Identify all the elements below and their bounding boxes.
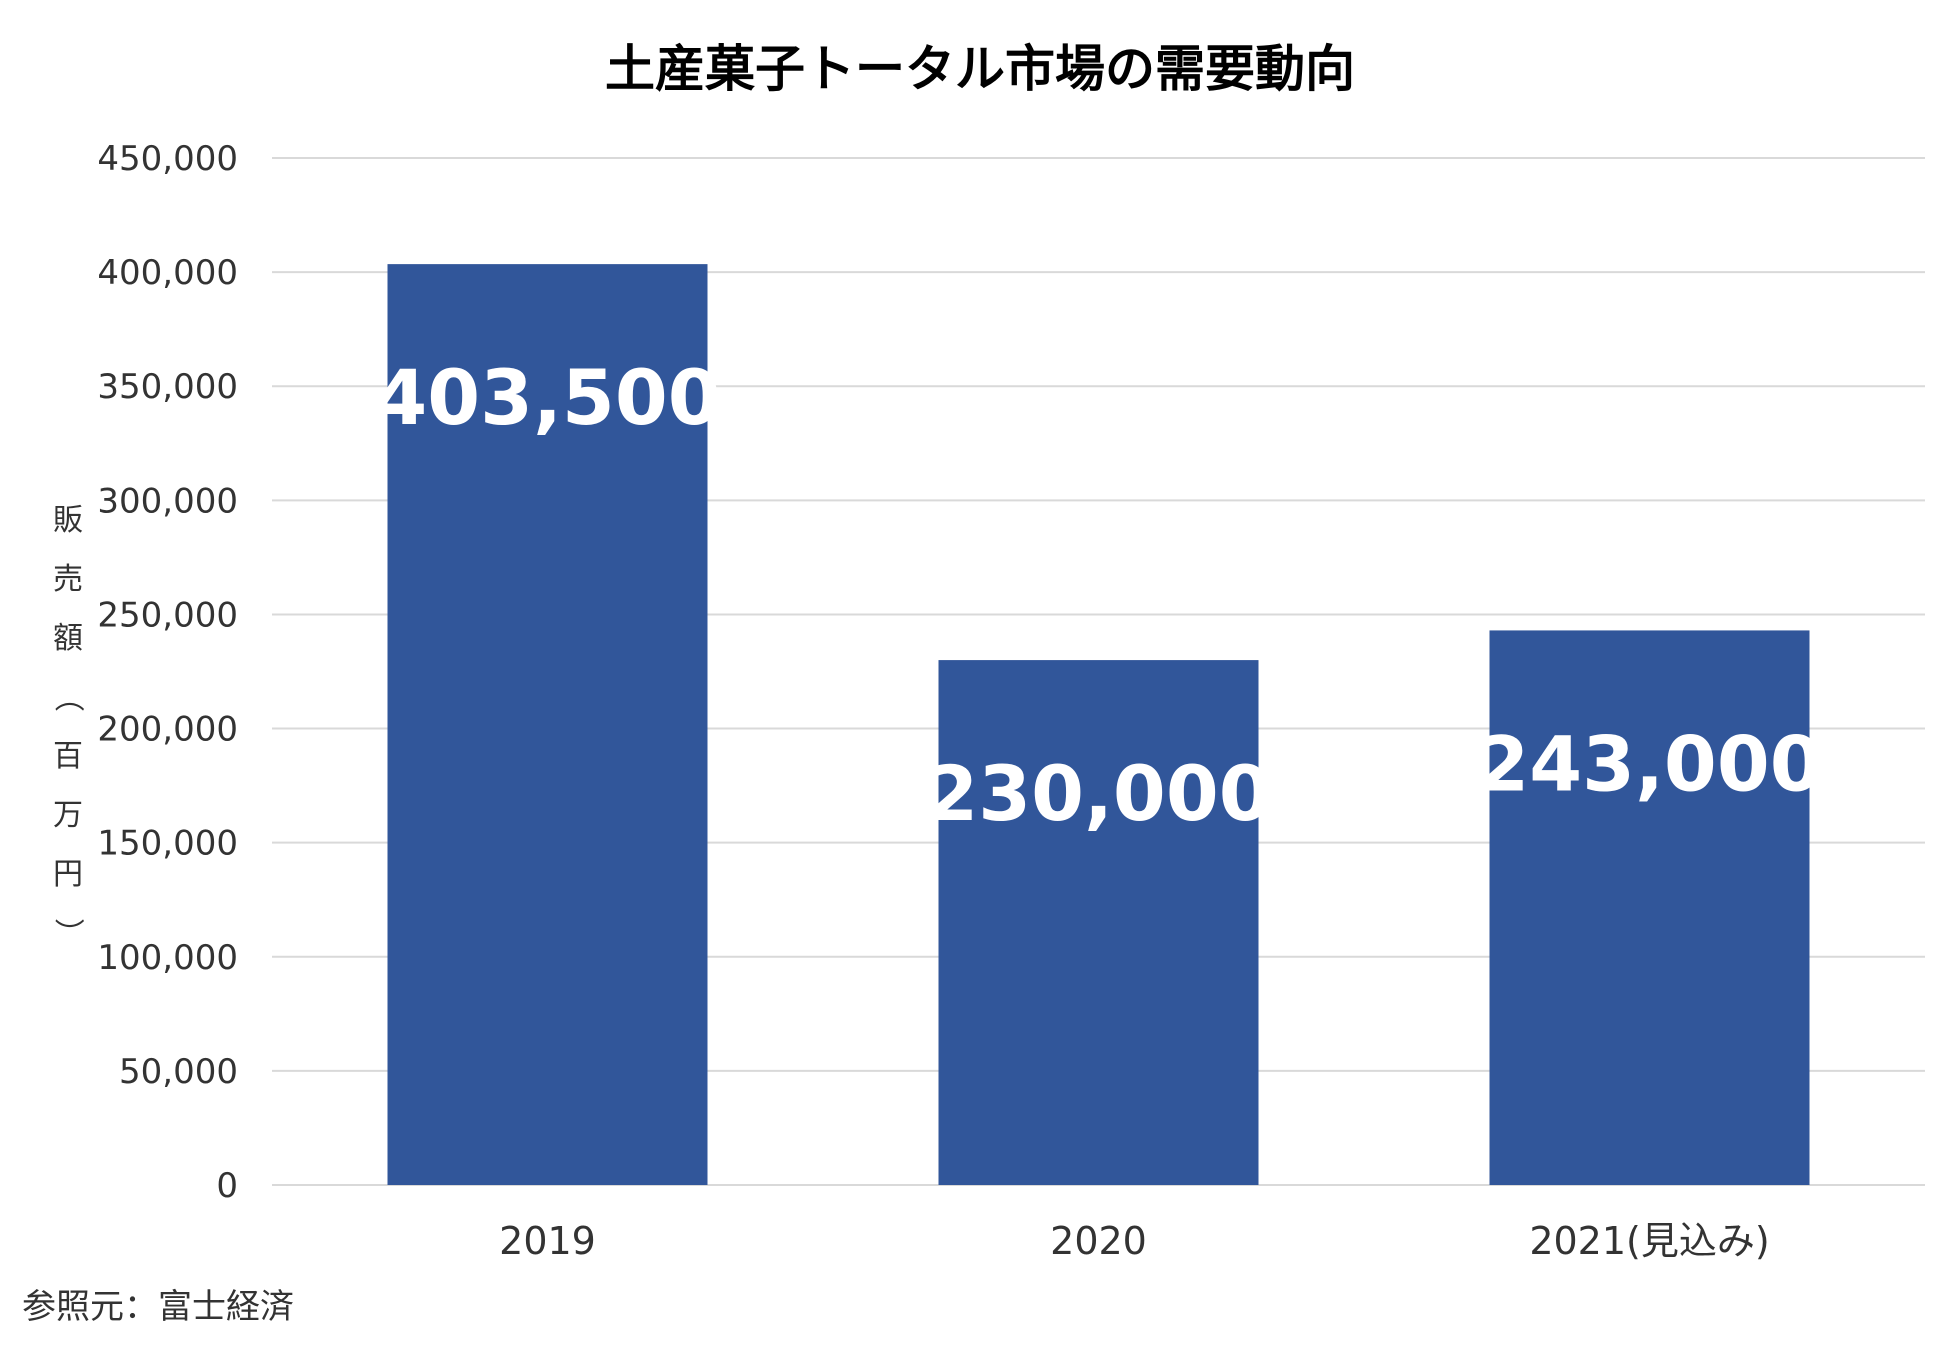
bar-value-label: 403,500 <box>374 353 720 442</box>
y-tick-label: 400,000 <box>97 253 238 293</box>
y-tick-label: 0 <box>216 1166 238 1206</box>
y-axis-label-char: 万 <box>53 798 83 833</box>
bar-value-label: 243,000 <box>1476 719 1822 808</box>
bars <box>387 264 1810 1186</box>
x-category-label: 2019 <box>499 1219 596 1263</box>
category-labels: 2019 2020 2021(見込み) <box>499 1219 1770 1263</box>
y-tick-label: 250,000 <box>97 595 238 635</box>
x-category-label: 2020 <box>1050 1219 1147 1263</box>
x-category-label: 2021(見込み) <box>1529 1219 1769 1263</box>
y-tick-label: 100,000 <box>97 938 238 978</box>
y-axis-label-char: 額 <box>53 621 83 656</box>
y-tick-label: 50,000 <box>119 1052 238 1092</box>
chart-title: 土産菓子トータル市場の需要動向 <box>605 40 1355 98</box>
y-tick-label: 150,000 <box>97 824 238 864</box>
y-tick-label: 200,000 <box>97 710 238 750</box>
y-tick-label: 450,000 <box>97 139 238 179</box>
y-axis-ticks: 0 50,000 100,000 150,000 200,000 250,000 300,0… <box>97 139 238 1206</box>
y-axis-label-char: 円 <box>53 857 83 892</box>
y-axis-label-char: ） <box>50 918 85 948</box>
y-tick-label: 300,000 <box>97 481 238 521</box>
y-tick-label: 350,000 <box>97 367 238 407</box>
data-labels: 403,500 230,000 243,000 <box>374 353 1822 838</box>
bar <box>387 264 708 1186</box>
bar <box>938 660 1259 1185</box>
bar-value-label: 230,000 <box>925 749 1271 838</box>
y-axis-label-char: 百 <box>53 739 83 774</box>
y-axis-label: 販売額 （ 百万円 ） <box>50 503 85 948</box>
y-axis-label-char: 売 <box>53 562 83 597</box>
source-note: 参照元：富士経済 <box>22 1287 294 1327</box>
y-axis-label-char: 販 <box>53 503 83 538</box>
y-axis-label-char: （ <box>50 682 85 712</box>
bar <box>1489 630 1810 1185</box>
